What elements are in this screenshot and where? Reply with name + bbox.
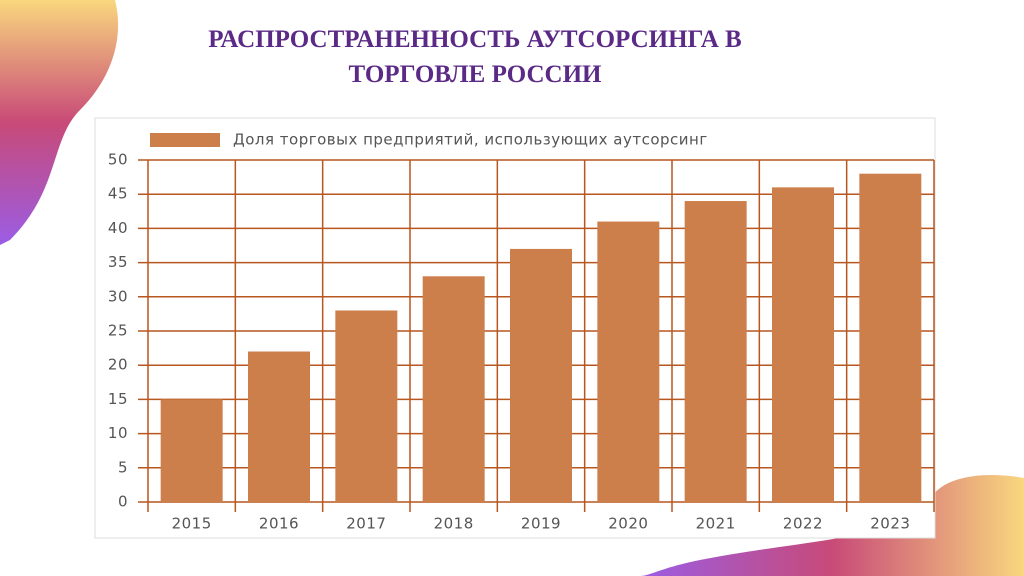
bar <box>160 399 223 502</box>
bar <box>422 276 485 502</box>
y-tick-label: 15 <box>108 390 128 408</box>
x-tick-label: 2023 <box>870 515 910 533</box>
y-tick-label: 5 <box>118 458 128 476</box>
bar <box>772 187 834 503</box>
x-tick-label: 2021 <box>696 515 736 533</box>
bar <box>248 351 310 502</box>
bar <box>684 201 747 503</box>
decor-blob <box>640 474 1024 576</box>
x-tick-label: 2019 <box>521 515 561 533</box>
x-tick-label: 2018 <box>434 515 474 533</box>
y-tick-label: 25 <box>108 322 128 340</box>
bar <box>335 310 398 502</box>
y-tick-label: 20 <box>108 356 128 374</box>
y-tick-label: 30 <box>108 287 128 305</box>
chart-title: РАСПРОСТРАНЕННОСТЬ АУТСОРСИНГА В ТОРГОВЛ… <box>208 26 742 88</box>
x-tick-label: 2015 <box>172 515 212 533</box>
legend-label: Доля торговых предприятий, использующих … <box>233 131 708 149</box>
bar <box>597 221 660 502</box>
y-tick-label: 50 <box>108 151 128 169</box>
bar <box>510 248 572 502</box>
legend-swatch <box>150 133 220 147</box>
y-tick-label: 35 <box>108 253 128 271</box>
y-tick-label: 40 <box>108 219 128 237</box>
x-tick-label: 2017 <box>346 515 386 533</box>
y-tick-label: 45 <box>108 185 128 203</box>
x-tick-label: 2016 <box>259 515 299 533</box>
y-tick-label: 10 <box>108 424 128 442</box>
y-tick-label: 0 <box>118 493 128 511</box>
x-tick-label: 2020 <box>608 515 648 533</box>
bar <box>859 173 922 502</box>
decor-blob <box>0 0 119 245</box>
x-tick-label: 2022 <box>783 515 823 533</box>
